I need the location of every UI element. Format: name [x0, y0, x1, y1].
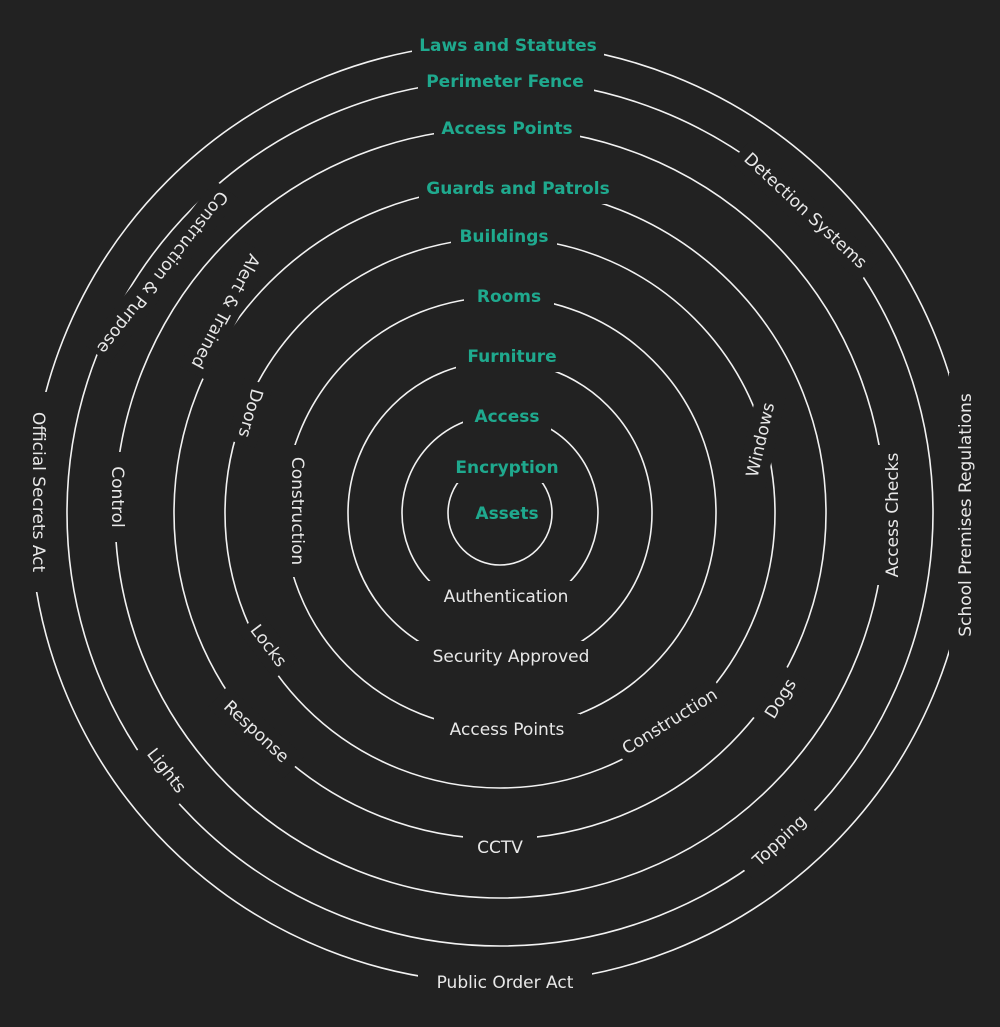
label-topping: Topping — [736, 798, 824, 884]
label-text: Detection Systems — [740, 149, 871, 273]
label-control: Control — [100, 452, 134, 542]
ring-title-access: Access — [463, 402, 551, 432]
ring-title-text: Perimeter Fence — [426, 72, 584, 92]
ring-title-text: Access Points — [441, 119, 572, 139]
label-access-points-inner: Access Points — [434, 714, 580, 746]
label-alert-trained: Alert & Trained — [178, 242, 272, 380]
ring-title-access-points-outer: Access Points — [434, 114, 580, 144]
label-construction-buildings: Construction — [611, 677, 729, 767]
label-text: Official Secrets Act — [28, 412, 48, 573]
ring-title-perimeter-fence: Perimeter Fence — [418, 67, 594, 97]
label-lights: Lights — [133, 734, 199, 808]
ring-title-buildings: Buildings — [451, 222, 557, 252]
label-text: Construction — [619, 685, 721, 759]
label-construction-rooms: Construction — [280, 445, 314, 577]
ring-title-text: Guards and Patrols — [426, 179, 609, 199]
label-dogs: Dogs — [752, 665, 810, 733]
labels-layer: Laws and Statutes Detection Systems Scho… — [21, 31, 983, 999]
label-text: Response — [219, 697, 292, 767]
label-text: Authentication — [444, 587, 569, 607]
ring-title-rooms: Rooms — [464, 282, 554, 312]
ring-title-encryption: Encryption — [445, 453, 569, 483]
ring-title-laws-and-statutes: Laws and Statutes — [412, 31, 604, 61]
ring-title-guards-and-patrols: Guards and Patrols — [419, 174, 617, 204]
label-text: Public Order Act — [437, 973, 574, 993]
ring-title-text: Access — [474, 407, 539, 427]
label-cctv: CCTV — [463, 832, 537, 864]
ring-title-furniture: Furniture — [456, 342, 568, 372]
label-text: Control — [107, 466, 127, 527]
label-windows: Windows — [736, 391, 786, 489]
label-text: CCTV — [477, 838, 523, 858]
label-detection-systems: Detection Systems — [730, 140, 880, 282]
label-authentication: Authentication — [427, 581, 585, 613]
label-text: Alert & Trained — [186, 250, 263, 371]
label-public-order-act: Public Order Act — [418, 967, 592, 999]
label-security-approved: Security Approved — [417, 641, 605, 673]
label-text: School Premises Regulations — [956, 393, 976, 637]
label-response: Response — [207, 685, 305, 779]
label-access-checks: Access Checks — [876, 445, 910, 585]
label-school-premises-regulations: School Premises Regulations — [949, 373, 983, 657]
label-text: Access Points — [450, 720, 565, 740]
label-text: Security Approved — [433, 647, 590, 667]
label-text: Construction — [287, 457, 307, 565]
center-title-assets: Assets — [473, 499, 547, 529]
ring-title-text: Assets — [475, 504, 538, 524]
label-text: Access Checks — [883, 452, 903, 577]
ring-title-text: Furniture — [467, 347, 556, 367]
ring-title-text: Buildings — [459, 227, 548, 247]
label-official-secrets-act: Official Secrets Act — [21, 392, 55, 592]
ring-title-text: Encryption — [455, 458, 558, 478]
label-doors: Doors — [226, 378, 274, 448]
ring-title-text: Rooms — [477, 287, 541, 307]
ring-title-text: Laws and Statutes — [419, 36, 597, 56]
label-locks: Locks — [237, 613, 299, 679]
